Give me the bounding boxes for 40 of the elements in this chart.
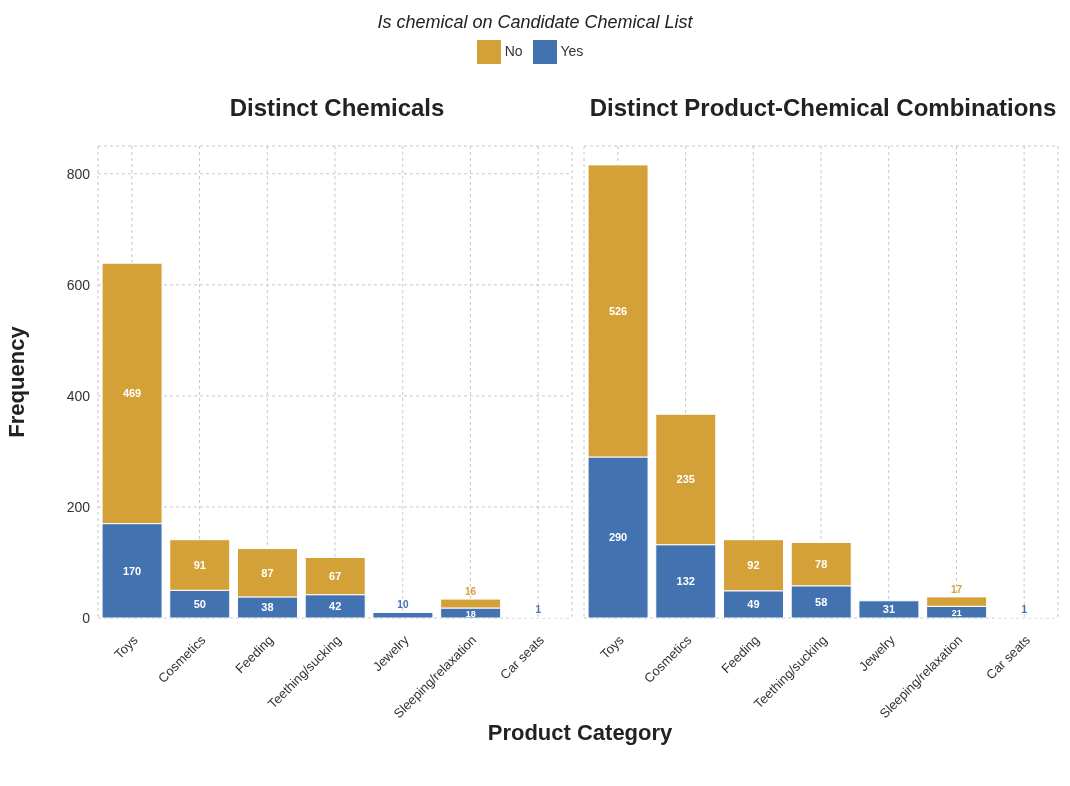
data-label: 469 — [122, 387, 142, 400]
data-label: 67 — [329, 570, 342, 583]
legend-label: Yes — [560, 42, 584, 59]
data-label: 170 — [122, 564, 142, 577]
y-tick-label: 800 — [66, 165, 91, 182]
y-tick-label: 400 — [66, 387, 91, 404]
data-label: 49 — [747, 598, 760, 611]
data-label: 16 — [465, 586, 477, 598]
x-tick-label: Toys — [111, 631, 142, 662]
data-label: 78 — [815, 558, 828, 571]
data-label: 50 — [193, 598, 206, 611]
data-label: 132 — [676, 575, 695, 588]
data-label: 1 — [535, 604, 542, 616]
bar — [858, 600, 920, 618]
y-tick-label: 0 — [82, 609, 91, 626]
data-label: 526 — [608, 304, 628, 317]
data-label: 31 — [882, 603, 896, 616]
chart-title: Distinct Product-Chemical Combinations — [588, 94, 1058, 122]
data-label: 290 — [608, 531, 628, 544]
bar — [372, 611, 434, 618]
data-label: 58 — [815, 595, 828, 608]
data-label: 92 — [747, 559, 760, 572]
data-label: 42 — [329, 600, 342, 613]
data-label: 38 — [261, 601, 274, 614]
y-tick-label: 200 — [66, 498, 91, 515]
x-axis-title: Product Category — [486, 720, 674, 746]
legend-title: Is chemical on Candidate Chemical List — [376, 12, 694, 33]
data-label: 18 — [465, 609, 476, 619]
data-label: 87 — [261, 566, 274, 579]
data-label: 21 — [951, 608, 962, 619]
y-tick-label: 600 — [66, 276, 91, 293]
legend-label: No — [504, 42, 523, 59]
chart-title: Distinct Chemicals — [228, 94, 446, 122]
data-label: 235 — [676, 473, 695, 486]
data-label: 1 — [1021, 604, 1028, 616]
data-label: 10 — [397, 599, 409, 611]
y-axis-title: Frequency — [3, 325, 29, 438]
x-tick-label: Toys — [597, 631, 628, 662]
data-label: 91 — [193, 558, 206, 571]
data-label: 17 — [951, 583, 963, 595]
